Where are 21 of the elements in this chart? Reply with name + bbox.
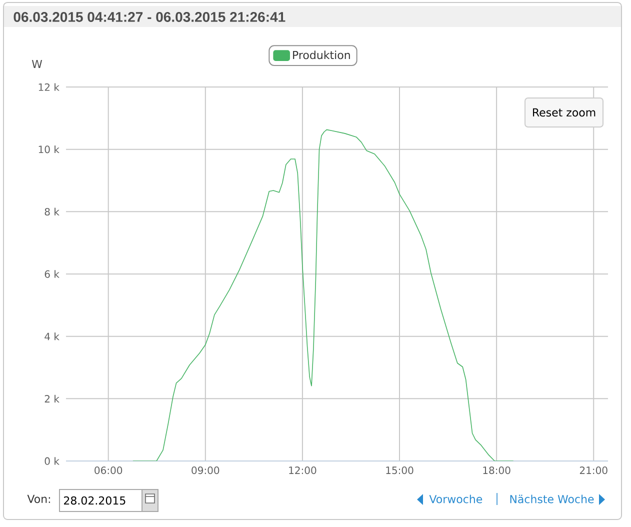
x-tick-label: 15:00 [386,466,414,474]
y-tick-label: 0 k [44,457,60,465]
y-tick-label: 8 k [44,208,60,216]
x-tick-label: 06:00 [94,466,122,474]
x-tick-label: 09:00 [192,466,220,474]
x-tick-label: 21:00 [580,466,608,474]
y-tick-label: 6 k [44,270,60,278]
y-tick-label: 2 k [44,394,60,402]
text: Vorwoche [429,494,482,504]
y-axis-title: W [32,60,42,68]
x-tick-label: 12:00 [289,466,316,474]
legend-label: Produktion [293,50,350,60]
annotation: Reset zoom [533,108,596,117]
chart-title: 06.03.2015 04:41:27 - 06.03.2015 21:26:41 [14,12,286,22]
y-tick-label: 10 k [38,145,60,154]
text: 28.02.2015 [64,496,126,505]
y-tick-label: 12 k [38,83,60,91]
y-tick-label: 4 k [44,332,60,340]
text: Von: [27,494,50,504]
x-tick-label: 18:00 [483,466,510,474]
text: Nächste Woche [510,494,594,504]
